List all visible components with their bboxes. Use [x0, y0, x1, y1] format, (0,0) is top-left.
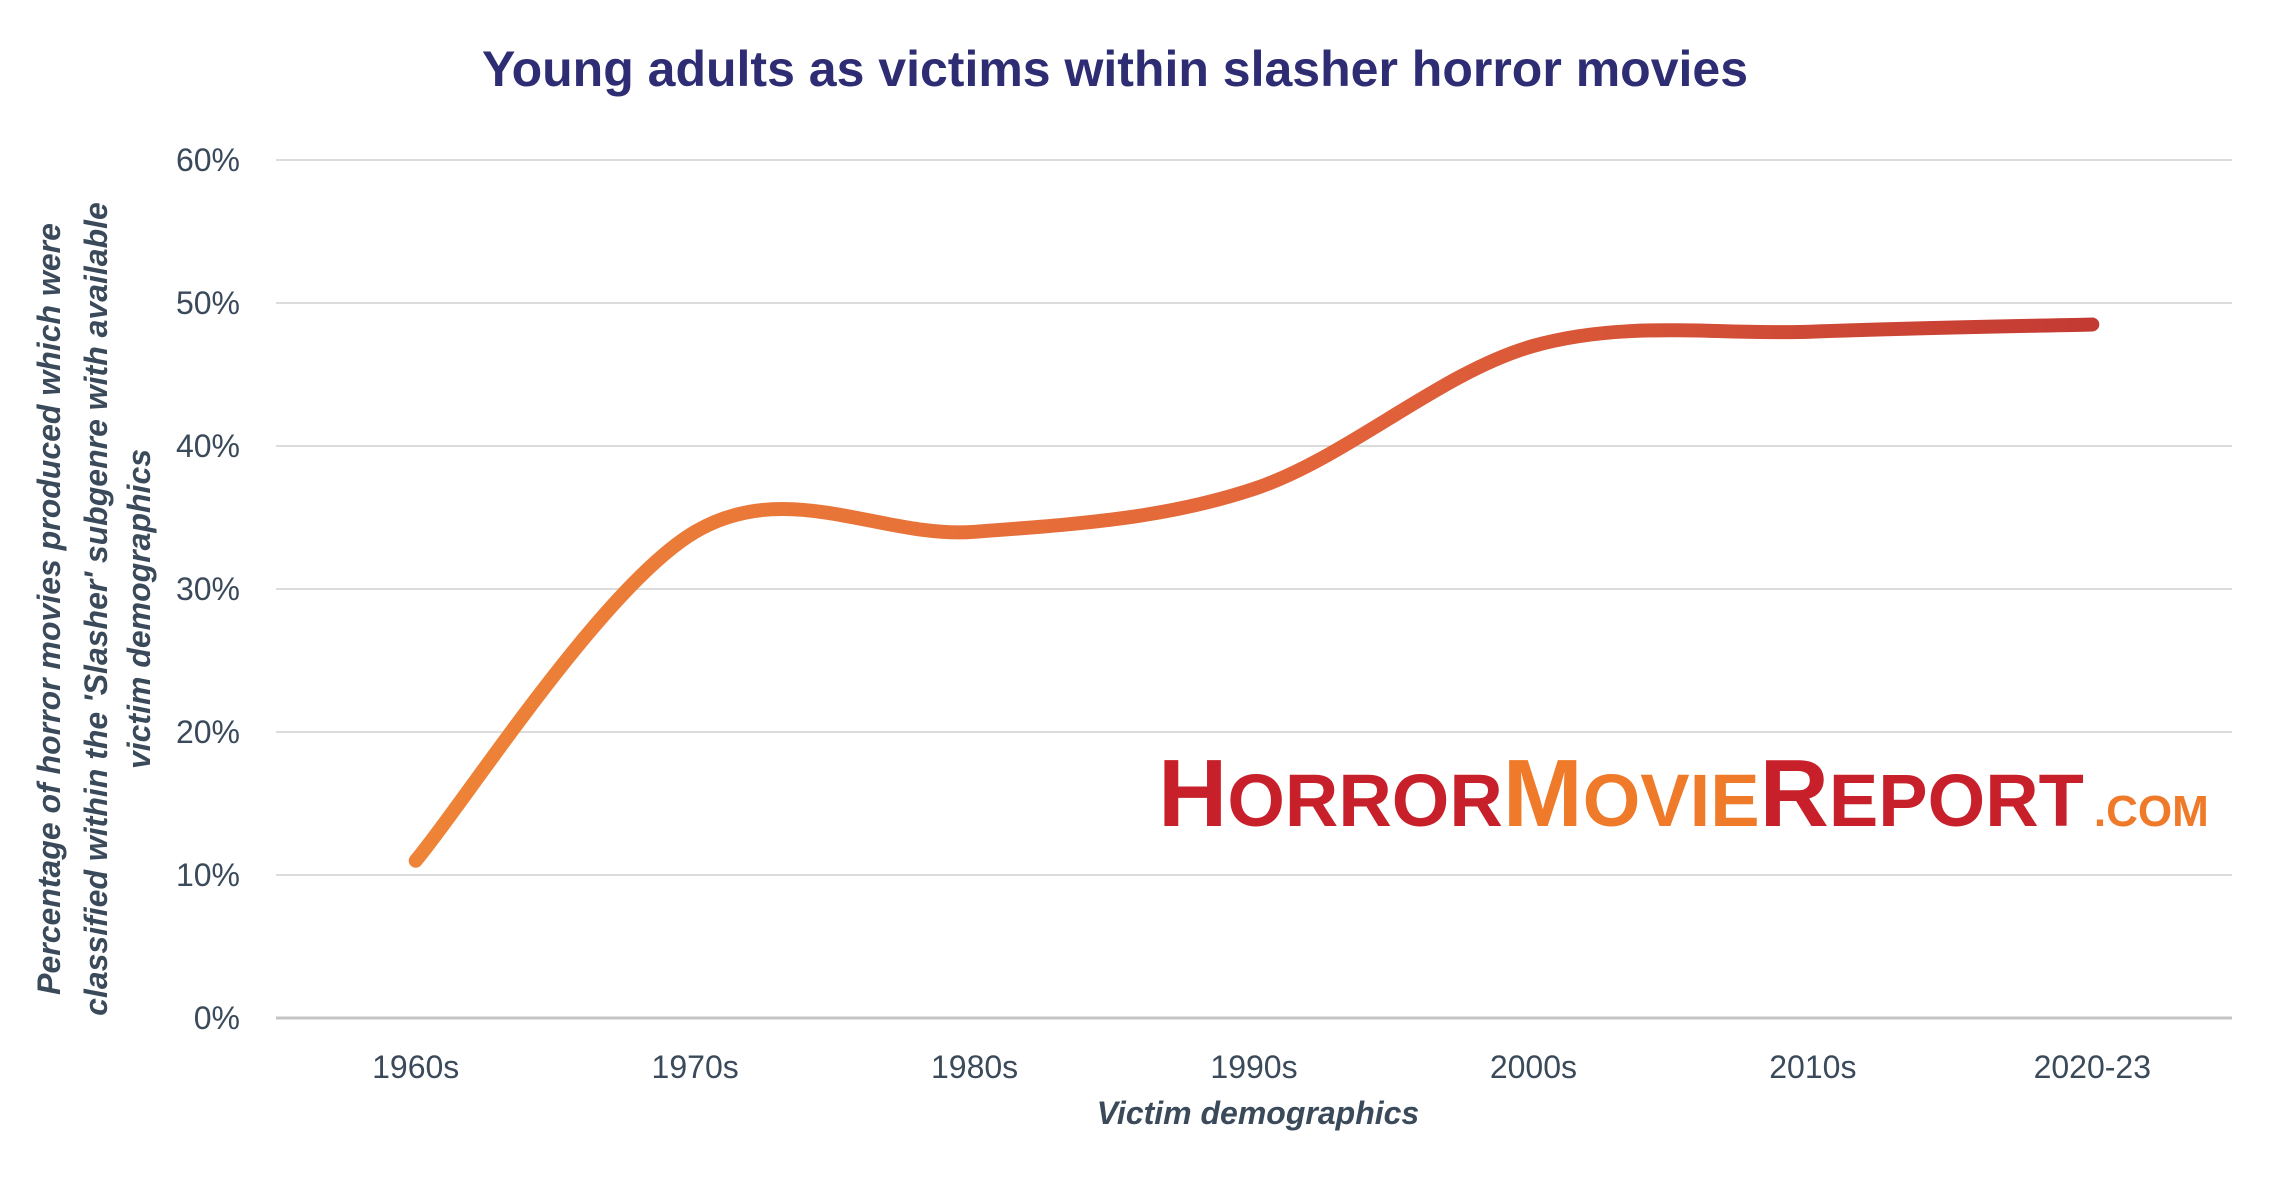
- series-layer: [408, 317, 2100, 868]
- data-point-1970s: [688, 525, 702, 539]
- y-tick-label: 20%: [176, 714, 240, 750]
- data-point-1990s: [1247, 482, 1261, 496]
- series-line: [408, 317, 2100, 868]
- x-tick-label: 2010s: [1769, 1049, 1856, 1085]
- data-point-1980s: [968, 525, 982, 539]
- y-tick-label: 0%: [194, 1000, 240, 1036]
- data-point-2000s: [1526, 339, 1540, 353]
- horror-movie-report-logo: HORRORMOVIEREPORT .COM: [1158, 740, 2209, 847]
- y-tick-label: 10%: [176, 857, 240, 893]
- data-point-2020-23: [2085, 317, 2099, 331]
- data-point-2010s: [1806, 325, 1820, 339]
- chart-title: Young adults as victims within slasher h…: [482, 41, 1748, 97]
- x-tick-label: 2000s: [1490, 1049, 1577, 1085]
- logo-part: ORROR: [1227, 759, 1502, 842]
- y-tick-label: 30%: [176, 571, 240, 607]
- y-axis-label-line-3: victim demographics: [121, 449, 157, 769]
- gridlines: [276, 159, 2232, 1020]
- logo-part: R: [1760, 740, 1829, 847]
- data-point-1960s: [409, 854, 423, 868]
- logo-part: H: [1158, 740, 1227, 847]
- y-tick-label: 50%: [176, 285, 240, 321]
- logo-part: OVIE: [1583, 759, 1760, 842]
- y-tick-label: 40%: [176, 428, 240, 464]
- x-tick-label: 1960s: [372, 1049, 459, 1085]
- logo-wordmark: HORRORMOVIEREPORT .COM: [1158, 740, 2209, 847]
- y-axis-label-line-1: Percentage of horror movies produced whi…: [31, 223, 67, 995]
- x-axis-label: Victim demographics: [1097, 1095, 1419, 1131]
- x-axis-ticks: 1960s 1970s 1980s 1990s 2000s 2010s 2020-23: [372, 1049, 2151, 1085]
- logo-part: EPORT: [1829, 759, 2084, 842]
- y-axis-ticks: 0% 10% 20% 30% 40% 50% 60%: [176, 142, 240, 1036]
- logo-part: M: [1503, 740, 1583, 847]
- logo-part: .COM: [2094, 787, 2209, 836]
- x-tick-label: 1970s: [652, 1049, 739, 1085]
- y-tick-label: 60%: [176, 142, 240, 178]
- x-tick-label: 2020-23: [2034, 1049, 2151, 1085]
- y-axis-label: Percentage of horror movies produced whi…: [31, 202, 157, 1016]
- x-tick-label: 1990s: [1210, 1049, 1297, 1085]
- y-axis-label-line-2: classified within the 'Slasher' subgenre…: [78, 202, 114, 1016]
- x-tick-label: 1980s: [931, 1049, 1018, 1085]
